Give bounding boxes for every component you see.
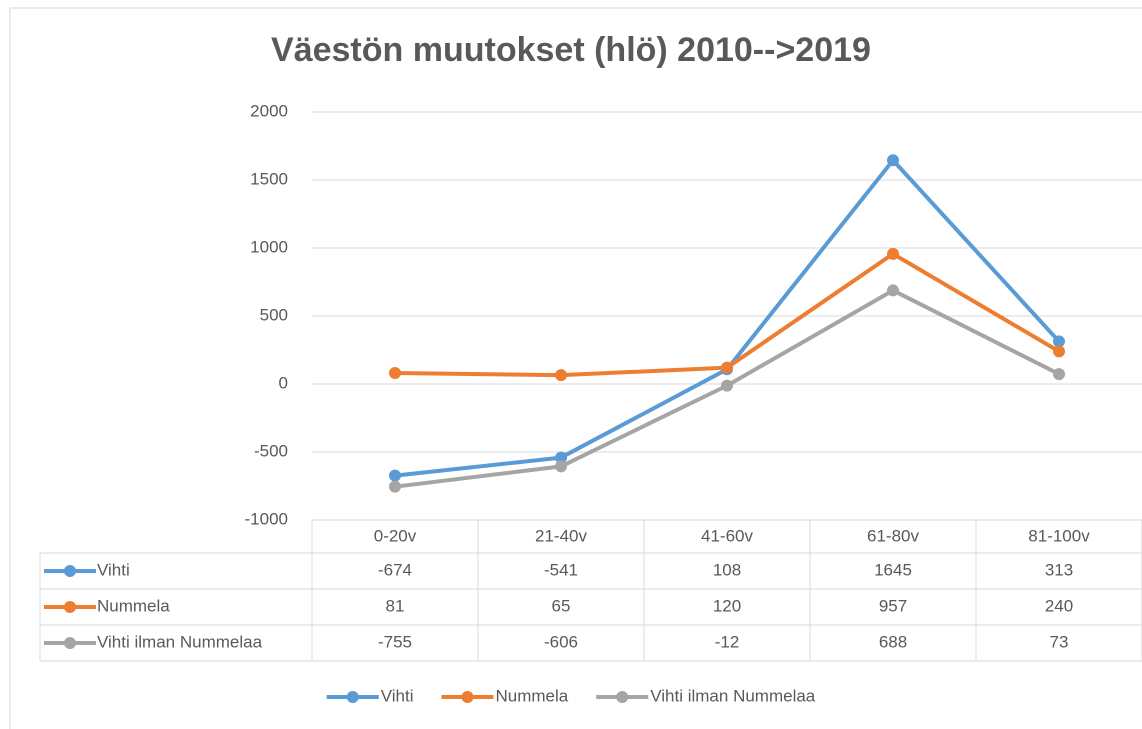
- table-value: 81: [386, 596, 405, 615]
- data-point: [555, 460, 567, 473]
- table-value: 120: [713, 596, 741, 615]
- y-tick-label: 1000: [250, 237, 288, 256]
- legend-label: Vihti: [381, 686, 414, 705]
- data-point: [1053, 368, 1065, 381]
- table-header: 61-80v: [867, 526, 919, 545]
- table-header: 0-20v: [374, 526, 417, 545]
- data-point: [389, 366, 401, 379]
- data-point: [555, 369, 567, 382]
- table-value: -606: [544, 632, 578, 651]
- table-value: 957: [879, 596, 907, 615]
- y-tick-label: 1500: [250, 169, 288, 188]
- data-point: [389, 469, 401, 482]
- table-value: 1645: [874, 560, 912, 579]
- y-tick-label: -1000: [245, 509, 288, 528]
- legend-key-marker: [461, 691, 474, 703]
- data-point: [721, 361, 733, 374]
- table-header: 81-100v: [1028, 526, 1090, 545]
- y-tick-label: 500: [260, 305, 288, 324]
- data-point: [389, 480, 401, 493]
- table-value: 688: [879, 632, 907, 651]
- data-point: [887, 154, 899, 167]
- table-value: -674: [378, 560, 412, 579]
- table-value: 240: [1045, 596, 1073, 615]
- table-row-name: Nummela: [97, 596, 170, 615]
- y-tick-label: 0: [279, 373, 288, 392]
- legend-key-marker: [616, 691, 629, 703]
- legend-key-marker: [346, 691, 359, 703]
- legend-key-marker: [64, 601, 76, 613]
- legend-key-marker: [64, 637, 76, 649]
- table-value: -12: [715, 632, 740, 651]
- table-value: 65: [552, 596, 571, 615]
- data-point: [887, 247, 899, 260]
- table-value: 73: [1050, 632, 1069, 651]
- data-point: [1053, 335, 1065, 348]
- table-header: 41-60v: [701, 526, 753, 545]
- y-tick-label: 2000: [250, 101, 288, 120]
- legend-key-marker: [64, 565, 76, 577]
- data-point: [1053, 345, 1065, 358]
- data-point: [721, 379, 733, 392]
- legend-label: Nummela: [495, 686, 568, 705]
- data-point: [887, 284, 899, 297]
- data-point: [555, 451, 567, 464]
- legend-label: Vihti ilman Nummelaa: [650, 686, 816, 705]
- table-value: -541: [544, 560, 578, 579]
- table-value: -755: [378, 632, 412, 651]
- y-tick-label: -500: [254, 441, 288, 460]
- table-row-name: Vihti ilman Nummelaa: [97, 632, 263, 651]
- table-value: 313: [1045, 560, 1073, 579]
- chart-title: Väestön muutokset (hlö) 2010-->2019: [271, 31, 871, 69]
- table-value: 108: [713, 560, 741, 579]
- chart-border: [9, 7, 1142, 729]
- table-row-name: Vihti: [97, 560, 130, 579]
- table-header: 21-40v: [535, 526, 587, 545]
